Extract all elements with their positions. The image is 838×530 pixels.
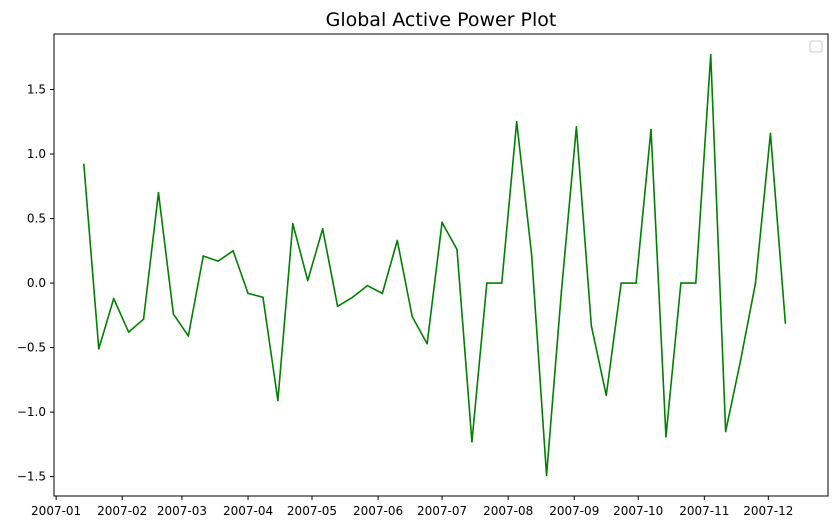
- data-point: [441, 221, 443, 224]
- data-point: [277, 399, 279, 402]
- data-point: [321, 228, 324, 230]
- data-point: [724, 430, 727, 433]
- x-tick-label: 2007-10: [613, 504, 663, 518]
- data-point: [232, 250, 234, 252]
- data-point: [560, 290, 563, 292]
- data-point: [172, 313, 175, 315]
- data-point: [306, 279, 309, 282]
- data-point: [665, 435, 667, 438]
- data-point: [545, 474, 548, 477]
- x-tick-label: 2007-03: [157, 504, 207, 518]
- y-tick-label: 1.0: [27, 147, 46, 161]
- x-tick-label: 2007-08: [483, 504, 533, 518]
- data-point: [650, 128, 652, 131]
- data-point: [292, 222, 294, 225]
- data-point: [754, 282, 757, 284]
- data-point: [769, 132, 772, 135]
- data-point: [336, 305, 339, 308]
- data-point: [217, 260, 219, 262]
- data-point: [575, 126, 578, 128]
- plot-frame: [53, 33, 829, 497]
- data-point: [366, 284, 369, 287]
- y-tick-label: −1.5: [17, 470, 46, 484]
- x-tick-label: 2007-11: [679, 504, 729, 518]
- data-point: [635, 282, 637, 284]
- data-point: [456, 248, 458, 251]
- data-point: [784, 322, 787, 324]
- y-tick-label: −0.5: [17, 341, 46, 355]
- x-tick-label: 2007-02: [97, 504, 147, 518]
- data-point: [471, 440, 473, 443]
- data-point: [680, 282, 682, 284]
- x-axis: 2007-01 2007-02 2007-03 2007-04 2007-05 2007-…: [31, 496, 793, 518]
- data-point: [515, 120, 518, 123]
- x-tick-label: 2007-06: [353, 504, 403, 518]
- x-tick-label: 2007-12: [743, 504, 793, 518]
- data-point: [605, 394, 608, 397]
- data-point: [142, 318, 145, 321]
- data-point: [396, 239, 399, 242]
- y-tick-label: 0.0: [27, 276, 46, 290]
- x-tick-label: 2007-05: [287, 504, 337, 518]
- data-point: [187, 335, 190, 337]
- data-point: [157, 191, 160, 194]
- data-point: [739, 359, 742, 362]
- x-tick-label: 2007-01: [31, 504, 81, 518]
- data-point: [202, 255, 205, 257]
- data-point: [351, 296, 354, 299]
- y-tick-label: −1.0: [17, 405, 46, 419]
- data-point: [530, 253, 533, 256]
- chart-title: Global Active Power Plot: [326, 9, 557, 31]
- data-point: [486, 282, 488, 284]
- x-tick-label: 2007-07: [417, 504, 467, 518]
- data-point: [112, 297, 115, 300]
- y-tick-label: 0.5: [27, 212, 46, 226]
- data-point: [709, 53, 712, 56]
- data-point: [411, 315, 414, 318]
- x-tick-label: 2007-09: [549, 504, 599, 518]
- legend-box: [809, 40, 823, 53]
- x-tick-label: 2007-04: [223, 504, 273, 518]
- data-point: [127, 331, 130, 333]
- data-point: [500, 282, 503, 284]
- y-axis: −1.5 −1.0 −0.5 0.0 0.5 1.0 1.5: [17, 82, 54, 484]
- data-point: [426, 342, 428, 345]
- data-point: [247, 292, 249, 295]
- data-point: [695, 282, 697, 284]
- series-line: [83, 53, 787, 477]
- data-point: [381, 292, 384, 295]
- data-point: [620, 282, 622, 284]
- y-tick-label: 1.5: [27, 82, 46, 96]
- data-point: [97, 348, 100, 350]
- data-point: [83, 163, 85, 166]
- data-point: [590, 324, 593, 327]
- data-point: [262, 296, 264, 299]
- plot-area: [83, 53, 787, 477]
